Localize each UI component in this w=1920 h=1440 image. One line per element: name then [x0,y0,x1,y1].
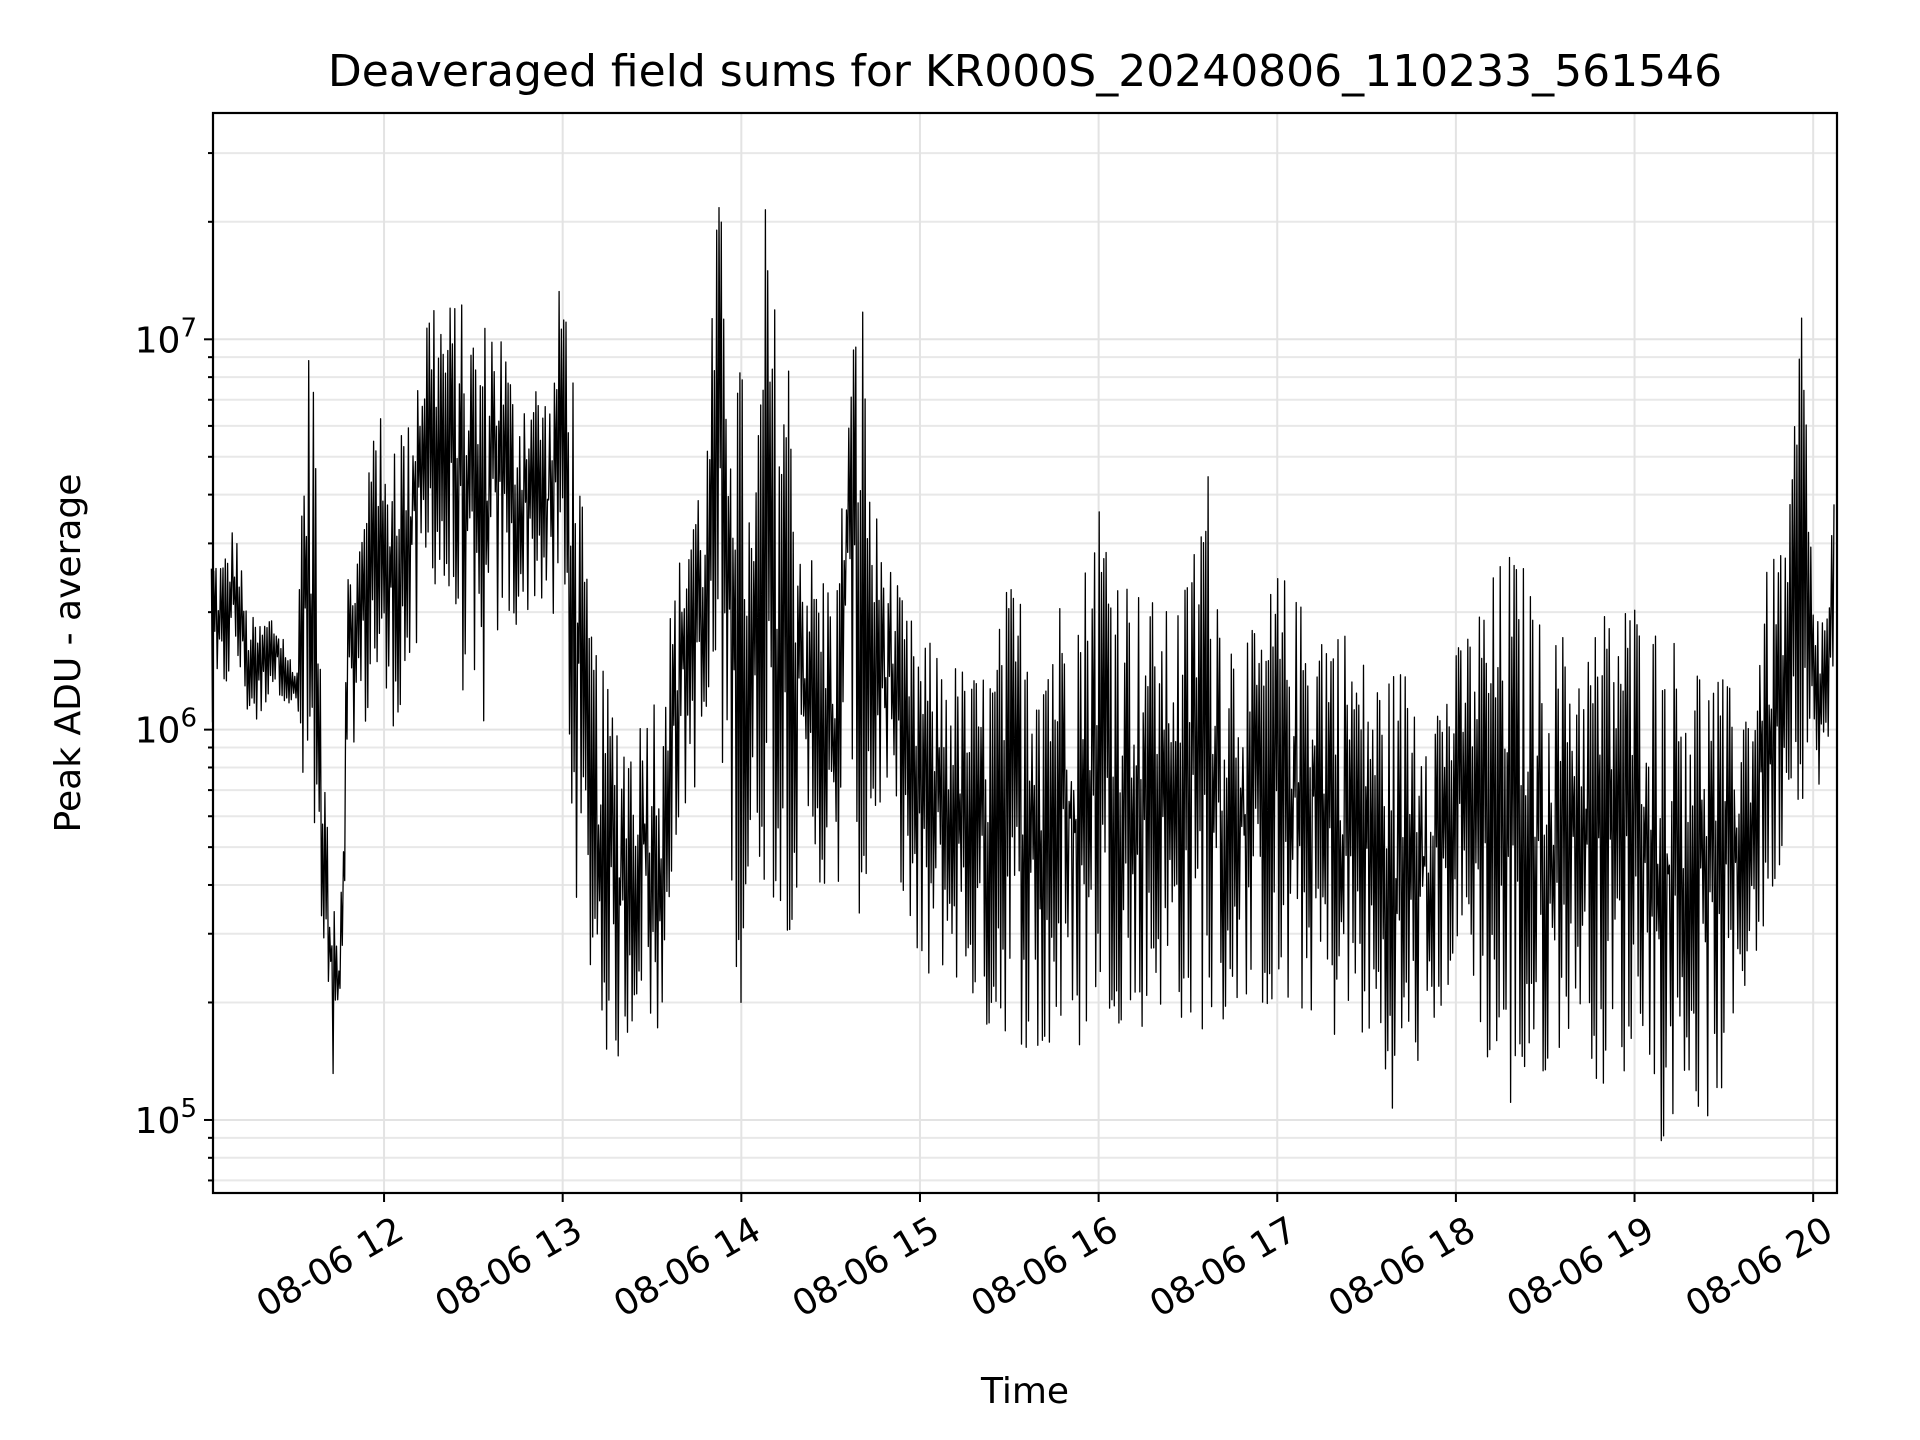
plot-frame [211,111,1839,1195]
series-line [210,206,1835,1142]
y-tick-label: 107 [135,313,197,361]
y-axis-label: Peak ADU - average [48,474,89,833]
series-layer [210,206,1835,1142]
y-axis: 105 106 107 [135,152,213,1182]
x-axis-label: Time [980,1371,1069,1412]
y-tick-label: 106 [135,704,197,752]
chart-title: Deaveraged field sums for KR000S_2024080… [328,46,1722,97]
y-tick-label: 105 [135,1094,197,1142]
